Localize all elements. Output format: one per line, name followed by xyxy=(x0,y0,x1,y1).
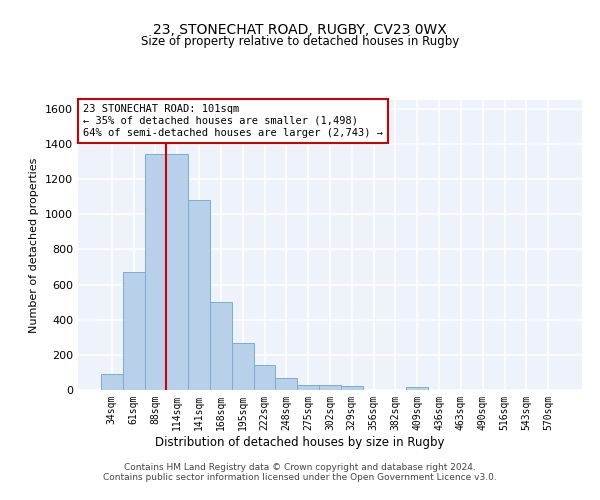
Bar xyxy=(297,384,319,390)
Bar xyxy=(166,154,188,390)
Y-axis label: Number of detached properties: Number of detached properties xyxy=(29,158,40,332)
Bar xyxy=(145,154,166,390)
Bar xyxy=(406,388,428,390)
Bar xyxy=(254,366,275,390)
Text: 23 STONECHAT ROAD: 101sqm
← 35% of detached houses are smaller (1,498)
64% of se: 23 STONECHAT ROAD: 101sqm ← 35% of detac… xyxy=(83,104,383,138)
Bar xyxy=(341,386,363,390)
Text: Distribution of detached houses by size in Rugby: Distribution of detached houses by size … xyxy=(155,436,445,449)
Bar xyxy=(210,302,232,390)
Text: Size of property relative to detached houses in Rugby: Size of property relative to detached ho… xyxy=(141,35,459,48)
Bar xyxy=(319,384,341,390)
Bar xyxy=(232,342,254,390)
Bar xyxy=(275,378,297,390)
Text: Contains HM Land Registry data © Crown copyright and database right 2024.
Contai: Contains HM Land Registry data © Crown c… xyxy=(103,463,497,482)
Text: 23, STONECHAT ROAD, RUGBY, CV23 0WX: 23, STONECHAT ROAD, RUGBY, CV23 0WX xyxy=(153,22,447,36)
Bar xyxy=(188,200,210,390)
Bar xyxy=(101,374,123,390)
Bar xyxy=(123,272,145,390)
